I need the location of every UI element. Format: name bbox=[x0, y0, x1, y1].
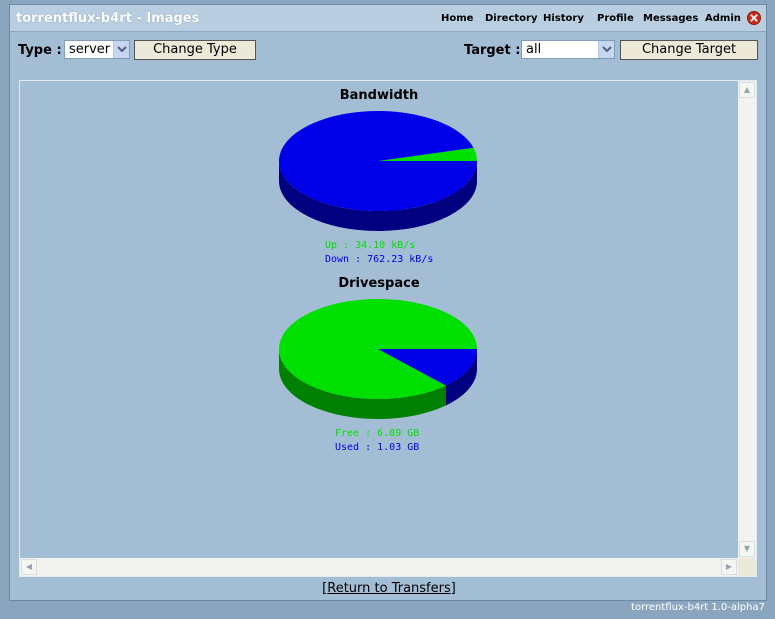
target-select[interactable]: all bbox=[521, 40, 615, 59]
titlebar: torrentflux-b4rt - Images Home Directory… bbox=[10, 5, 766, 32]
change-type-button[interactable]: Change Type bbox=[134, 40, 256, 60]
chevron-down-icon[interactable] bbox=[598, 41, 614, 58]
return-link[interactable]: [Return to Transfers] bbox=[10, 581, 768, 596]
pie-slice-down bbox=[279, 111, 477, 212]
nav-profile[interactable]: Profile bbox=[597, 13, 634, 24]
return-bracket-close: ] bbox=[450, 581, 456, 596]
change-target-button[interactable]: Change Target bbox=[620, 40, 758, 60]
scroll-up-icon[interactable]: ▲ bbox=[739, 82, 755, 98]
bandwidth-legend-up: Up : 34.10 kB/s bbox=[325, 240, 416, 251]
nav-messages[interactable]: Messages bbox=[643, 13, 699, 24]
nav-history[interactable]: History bbox=[543, 13, 584, 24]
scroll-left-icon[interactable]: ◀ bbox=[21, 559, 37, 575]
close-icon[interactable] bbox=[747, 11, 761, 25]
footer-version: torrentflux-b4rt 1.0-alpha7 bbox=[631, 602, 765, 613]
target-label: Target : bbox=[464, 43, 521, 58]
bandwidth-pie-chart bbox=[279, 111, 477, 231]
type-select[interactable]: server bbox=[64, 40, 130, 59]
window: torrentflux-b4rt - Images Home Directory… bbox=[9, 4, 767, 601]
drivespace-chart-title: Drivespace bbox=[338, 276, 420, 291]
horizontal-scrollbar[interactable]: ◀ ▶ bbox=[20, 558, 738, 576]
target-select-value: all bbox=[526, 42, 542, 57]
images-frame: Bandwidth Up : 34.10 kB/s Down : 762.23 … bbox=[19, 80, 757, 577]
images-content: Bandwidth Up : 34.10 kB/s Down : 762.23 … bbox=[20, 81, 738, 558]
drivespace-pie-chart bbox=[279, 299, 477, 419]
nav-admin[interactable]: Admin bbox=[705, 13, 741, 24]
nav-home[interactable]: Home bbox=[441, 13, 474, 24]
drivespace-legend-free: Free : 6.89 GB bbox=[335, 428, 420, 439]
vertical-scrollbar[interactable]: ▲ ▼ bbox=[738, 81, 756, 558]
nav-directory[interactable]: Directory bbox=[485, 13, 538, 24]
drivespace-legend-used: Used : 1.03 GB bbox=[335, 442, 420, 453]
type-select-value: server bbox=[69, 42, 111, 57]
bandwidth-legend-down: Down : 762.23 kB/s bbox=[325, 254, 434, 265]
scroll-right-icon[interactable]: ▶ bbox=[721, 559, 737, 575]
app-title: torrentflux-b4rt - Images bbox=[16, 11, 200, 26]
pie-slice-used bbox=[378, 349, 477, 386]
pie-wall-free bbox=[279, 349, 446, 419]
return-bracket-open: [ bbox=[322, 581, 328, 596]
pie-slice-up bbox=[378, 147, 477, 161]
chevron-down-icon[interactable] bbox=[113, 41, 129, 58]
pie-wall-used bbox=[445, 349, 477, 406]
type-label: Type : bbox=[18, 43, 62, 58]
return-to-transfers-link[interactable]: Return to Transfers bbox=[327, 581, 451, 596]
scroll-corner bbox=[738, 558, 756, 576]
bandwidth-chart-title: Bandwidth bbox=[339, 88, 419, 103]
scroll-down-icon[interactable]: ▼ bbox=[739, 541, 755, 557]
pie-wall-down bbox=[279, 161, 477, 231]
